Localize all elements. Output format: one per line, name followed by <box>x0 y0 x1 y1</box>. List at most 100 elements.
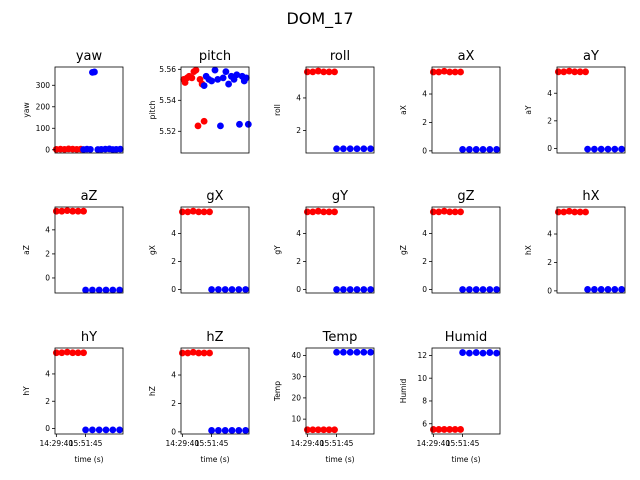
pitch-point-s1-8 <box>222 68 230 76</box>
subplot-title: Humid <box>445 330 488 345</box>
hy-point-s1-4 <box>109 426 117 434</box>
y-axis-label: yaw <box>22 102 31 117</box>
y-tick-label: 5.54 <box>159 96 176 105</box>
temp-point-s0-1 <box>309 426 317 434</box>
pitch-point-s1-16 <box>242 74 250 82</box>
y-tick-label: 4 <box>171 371 176 380</box>
humid-point-s1-1 <box>466 349 473 357</box>
gy-point-s1-2 <box>346 286 354 293</box>
subplot-hx: hX 0 2 4 hX <box>524 189 626 295</box>
y-tick-label: 4 <box>547 230 552 239</box>
humid-point-s0-1 <box>435 426 443 433</box>
pitch-point-s0-6 <box>192 66 200 74</box>
az-point-s0-2 <box>63 207 71 215</box>
gy-point-s1-3 <box>353 286 361 293</box>
gy-point-s0-5 <box>331 208 338 216</box>
gz-point-s1-4 <box>486 286 494 293</box>
axes-frame <box>180 347 250 435</box>
subplot-title: gY <box>332 189 348 204</box>
hz-point-s0-2 <box>189 348 197 356</box>
x-axis-label: time (s) <box>325 455 354 464</box>
axes-frame <box>305 347 375 435</box>
y-tick-label: 0 <box>296 285 301 294</box>
az-point-s1-0 <box>82 286 89 294</box>
hy-point-s0-4 <box>74 349 82 357</box>
hz-point-s1-3 <box>228 427 236 434</box>
subplot-gz: gZ 0 2 4 gZ <box>399 189 501 294</box>
y-tick-label: 0 <box>547 144 552 153</box>
x-axis-label: time (s) <box>451 455 480 464</box>
y-axis-label: aY <box>524 105 533 115</box>
y-tick-label: 2 <box>171 399 176 408</box>
roll-point-s0-2 <box>314 67 322 75</box>
subplot-ax: aX 0 2 4 aX <box>399 49 501 155</box>
y-tick-label: 200 <box>36 102 51 111</box>
pitch-point-s1-6 <box>217 122 224 130</box>
temp-point-s1-0 <box>333 348 340 356</box>
roll-point-s1-5 <box>367 145 374 153</box>
y-tick-label: 4 <box>296 94 301 103</box>
hz-point-s1-2 <box>221 427 229 434</box>
y-tick-label: 5.56 <box>159 65 176 74</box>
hx-point-s1-2 <box>597 286 605 293</box>
gx-point-s0-3 <box>195 208 203 216</box>
hy-point-s0-2 <box>63 348 71 356</box>
pitch-point-s1-13 <box>236 120 243 128</box>
ax-point-s0-5 <box>457 68 464 76</box>
subplot-roll: roll 2 4 roll <box>273 49 375 154</box>
hx-point-s1-5 <box>618 286 625 293</box>
y-tick-label: 2 <box>547 258 552 267</box>
roll-point-s0-3 <box>320 68 328 76</box>
ay-point-s1-4 <box>611 145 619 153</box>
roll-point-s1-4 <box>360 145 368 153</box>
x-tick-label: 14:29:40 <box>166 439 200 448</box>
hz-point-s0-3 <box>195 349 203 357</box>
subplot-title: hX <box>582 189 599 204</box>
x-tick-label: 14:29:40 <box>291 439 325 448</box>
humid-point-s1-0 <box>459 349 466 356</box>
ax-point-s1-0 <box>459 146 466 153</box>
gz-point-s0-3 <box>446 208 454 216</box>
gy-point-s1-0 <box>333 286 340 293</box>
ax-point-s1-5 <box>493 146 500 153</box>
y-axis-label: aX <box>399 105 408 115</box>
temp-point-s1-3 <box>353 348 361 356</box>
axes-frame <box>431 66 501 154</box>
y-axis-label: hY <box>22 386 31 396</box>
hy-point-s1-1 <box>89 426 96 434</box>
hx-point-s1-1 <box>591 286 598 293</box>
ax-point-s1-4 <box>486 146 494 153</box>
gy-point-s0-2 <box>314 207 322 215</box>
gx-point-s1-4 <box>235 286 243 293</box>
pitch-point-s0-4 <box>188 74 196 82</box>
hz-point-s1-1 <box>215 427 222 434</box>
y-tick-label: 12 <box>417 351 427 360</box>
gz-point-s1-1 <box>466 286 473 293</box>
gx-point-s1-3 <box>228 286 236 293</box>
gx-point-s1-1 <box>215 286 222 293</box>
y-axis-label: gZ <box>399 245 408 255</box>
humid-point-s0-3 <box>446 426 454 433</box>
gz-point-s0-5 <box>457 208 464 216</box>
subplot-grid: yaw0100200300yawpitch5.525.545.56pitchro… <box>22 49 626 464</box>
y-axis-label: roll <box>273 104 282 116</box>
hx-point-s0-1 <box>560 208 568 216</box>
pitch-point-s1-7 <box>219 74 227 82</box>
gy-point-s0-3 <box>320 208 328 216</box>
hz-point-s0-5 <box>206 349 213 357</box>
gx-point-s0-5 <box>206 208 213 216</box>
y-axis-label: pitch <box>148 100 157 119</box>
y-tick-label: 0 <box>422 146 427 155</box>
roll-point-s1-1 <box>340 145 347 153</box>
humid-point-s0-5 <box>457 426 464 433</box>
gy-point-s1-1 <box>340 286 347 293</box>
x-tick-label: 15:51:45 <box>195 439 229 448</box>
az-point-s0-4 <box>74 207 82 215</box>
y-tick-label: 2 <box>547 116 552 125</box>
hz-point-s0-4 <box>200 349 208 357</box>
hx-point-s1-4 <box>611 286 619 293</box>
